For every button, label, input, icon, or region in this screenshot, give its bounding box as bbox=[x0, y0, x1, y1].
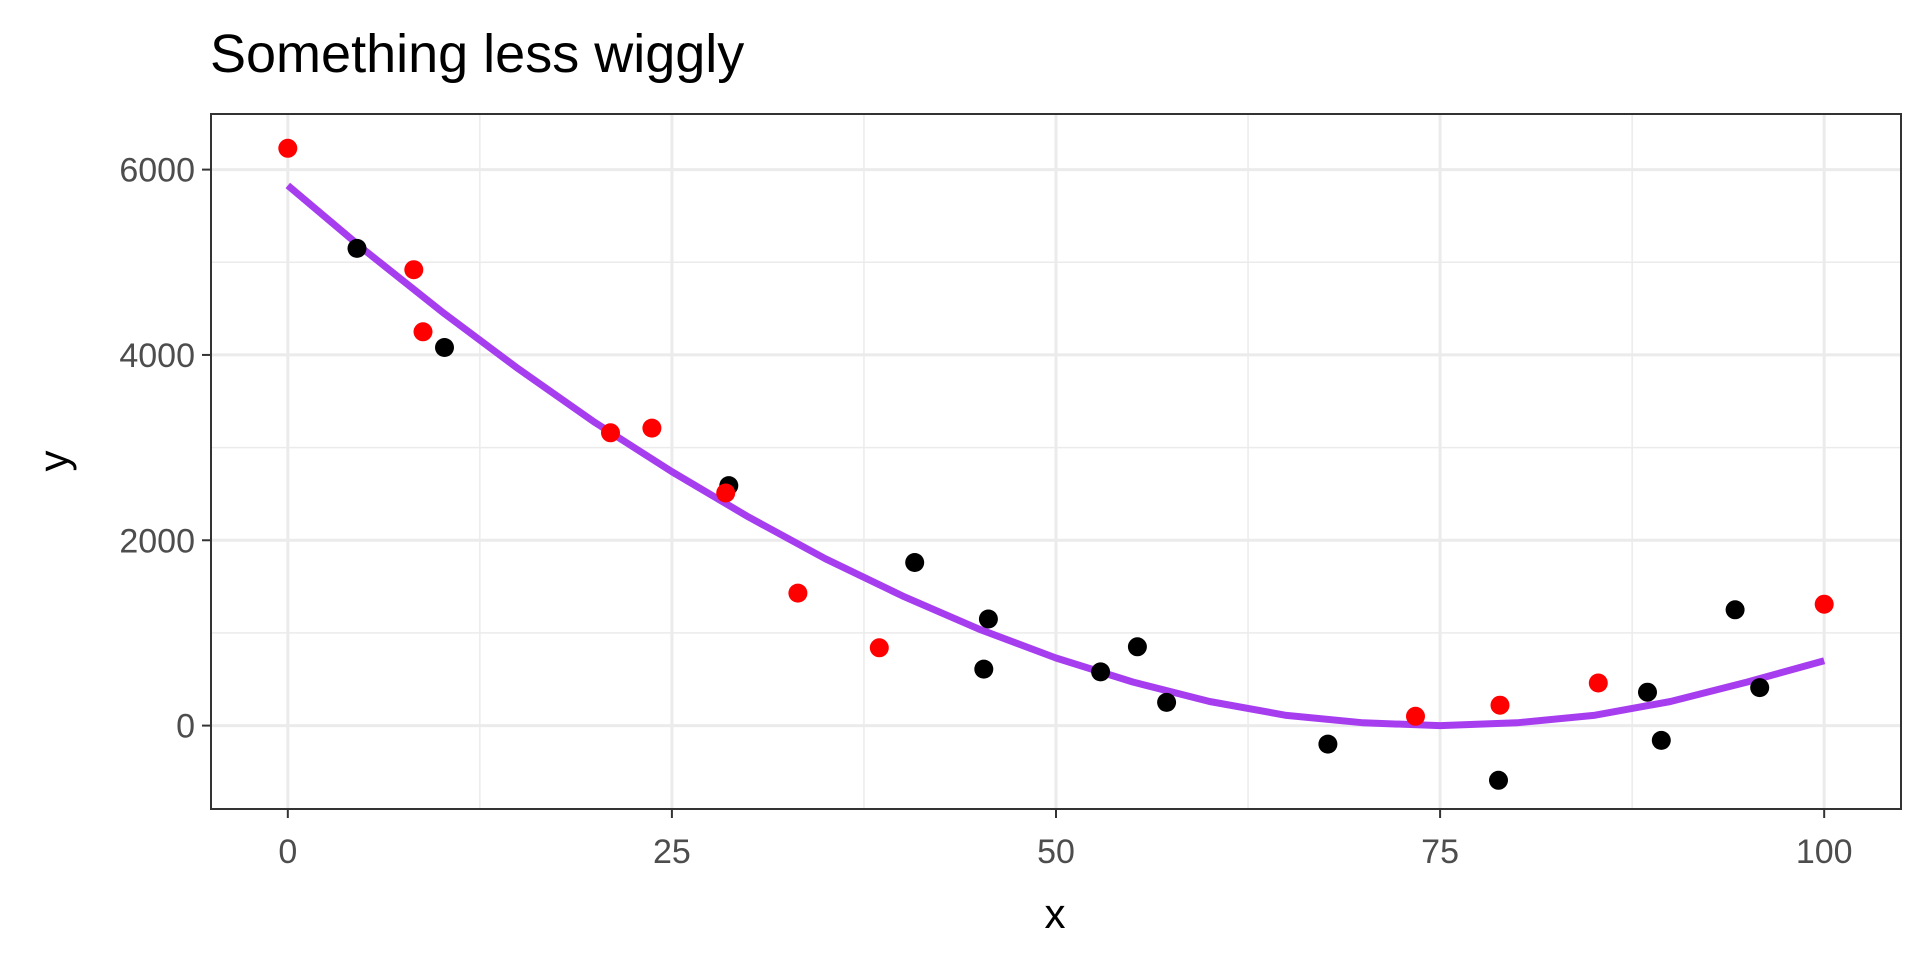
data-point-red bbox=[788, 583, 808, 603]
data-point-black bbox=[1091, 662, 1111, 682]
data-point-red bbox=[716, 483, 736, 503]
y-tick-label: 2000 bbox=[119, 522, 195, 560]
x-tick-label: 100 bbox=[1796, 833, 1853, 871]
points-layer bbox=[278, 138, 1834, 790]
y-tick-label: 0 bbox=[176, 708, 195, 746]
data-point-red bbox=[404, 260, 424, 280]
data-point-red bbox=[642, 418, 662, 438]
data-point-black bbox=[1750, 678, 1770, 698]
data-point-black bbox=[347, 238, 367, 258]
data-point-black bbox=[905, 553, 925, 572]
x-axis-ticks: 0 25 50 75 100 bbox=[278, 809, 1853, 871]
data-point-black bbox=[1725, 600, 1745, 620]
data-point-black bbox=[1489, 770, 1508, 790]
x-tick-label: 25 bbox=[653, 833, 691, 871]
fit-curve-layer bbox=[285, 182, 1826, 730]
data-point-red bbox=[1588, 673, 1608, 693]
data-point-black bbox=[1127, 637, 1147, 657]
data-point-red bbox=[1814, 594, 1834, 614]
x-tick-label: 75 bbox=[1421, 833, 1459, 871]
fit-curve bbox=[285, 182, 1826, 730]
y-axis-label: y bbox=[30, 451, 77, 472]
data-point-red bbox=[601, 423, 620, 443]
y-axis-ticks: 0 2000 4000 6000 bbox=[119, 152, 211, 746]
data-point-black bbox=[1638, 682, 1657, 702]
data-point-black bbox=[1318, 734, 1338, 754]
data-point-red bbox=[1490, 695, 1510, 715]
x-tick-label: 0 bbox=[278, 833, 297, 871]
x-tick-label: 50 bbox=[1037, 833, 1075, 871]
data-point-red bbox=[1406, 706, 1425, 726]
data-point-black bbox=[978, 609, 998, 629]
grid-major bbox=[211, 114, 1901, 809]
data-point-red bbox=[278, 138, 298, 158]
chart-title: Something less wiggly bbox=[210, 24, 744, 84]
data-point-black bbox=[974, 659, 994, 679]
y-tick-label: 4000 bbox=[119, 337, 195, 375]
x-axis-label: x bbox=[1045, 890, 1066, 937]
data-point-black bbox=[1651, 730, 1671, 750]
data-point-black bbox=[1157, 692, 1177, 712]
data-point-black bbox=[435, 338, 454, 357]
y-tick-label: 6000 bbox=[119, 152, 195, 190]
data-point-red bbox=[869, 638, 889, 658]
data-point-red bbox=[413, 322, 433, 342]
